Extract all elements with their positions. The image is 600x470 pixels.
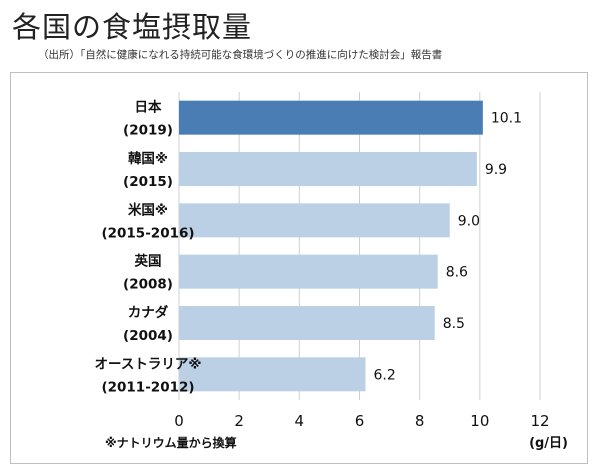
value-label-0: 10.1 [491, 111, 522, 127]
value-label-3: 8.6 [446, 265, 468, 281]
x-tick-label-1: 2 [234, 412, 244, 430]
value-label-2: 9.0 [458, 213, 480, 229]
category-period-0: (2019) [123, 123, 173, 139]
bar-1 [179, 152, 477, 186]
page-title: 各国の食塩摂取量 [12, 10, 253, 44]
value-label-5: 6.2 [374, 367, 396, 383]
category-period-3: (2008) [123, 277, 173, 293]
bar-4 [179, 306, 435, 340]
footnote: ※ナトリウム量から換算 [105, 435, 237, 450]
x-tick-label-5: 10 [470, 412, 489, 430]
x-tick-label-2: 4 [295, 412, 305, 430]
x-tick-label-0: 0 [174, 412, 184, 430]
category-name-1: 韓国※ [128, 150, 168, 167]
category-period-4: (2004) [123, 328, 173, 344]
category-name-2: 米国※ [128, 201, 168, 218]
x-tick-label-4: 8 [415, 412, 425, 430]
bar-3 [179, 254, 438, 289]
bar-2 [179, 203, 450, 238]
x-tick-label-3: 6 [355, 412, 365, 430]
source-note: （出所）「自然に健康になれる持続可能な食環境づくりの推進に向けた検討会」報告書 [38, 49, 443, 61]
category-period-5: (2011-2012) [101, 379, 194, 395]
bar-0 [179, 100, 483, 135]
category-name-0: 日本 [135, 99, 162, 116]
category-name-4: カナダ [128, 304, 169, 321]
chart-frame [10, 72, 588, 464]
unit-label: (g/日) [529, 436, 568, 451]
value-label-4: 8.5 [443, 316, 465, 332]
x-tick-label-6: 12 [530, 412, 549, 430]
value-label-1: 9.9 [485, 162, 507, 178]
category-name-3: 英国 [134, 253, 162, 270]
bar-5 [179, 357, 366, 392]
category-name-5: オーストラリア※ [95, 356, 202, 372]
category-period-2: (2015-2016) [101, 225, 194, 241]
category-period-1: (2015) [123, 174, 173, 190]
